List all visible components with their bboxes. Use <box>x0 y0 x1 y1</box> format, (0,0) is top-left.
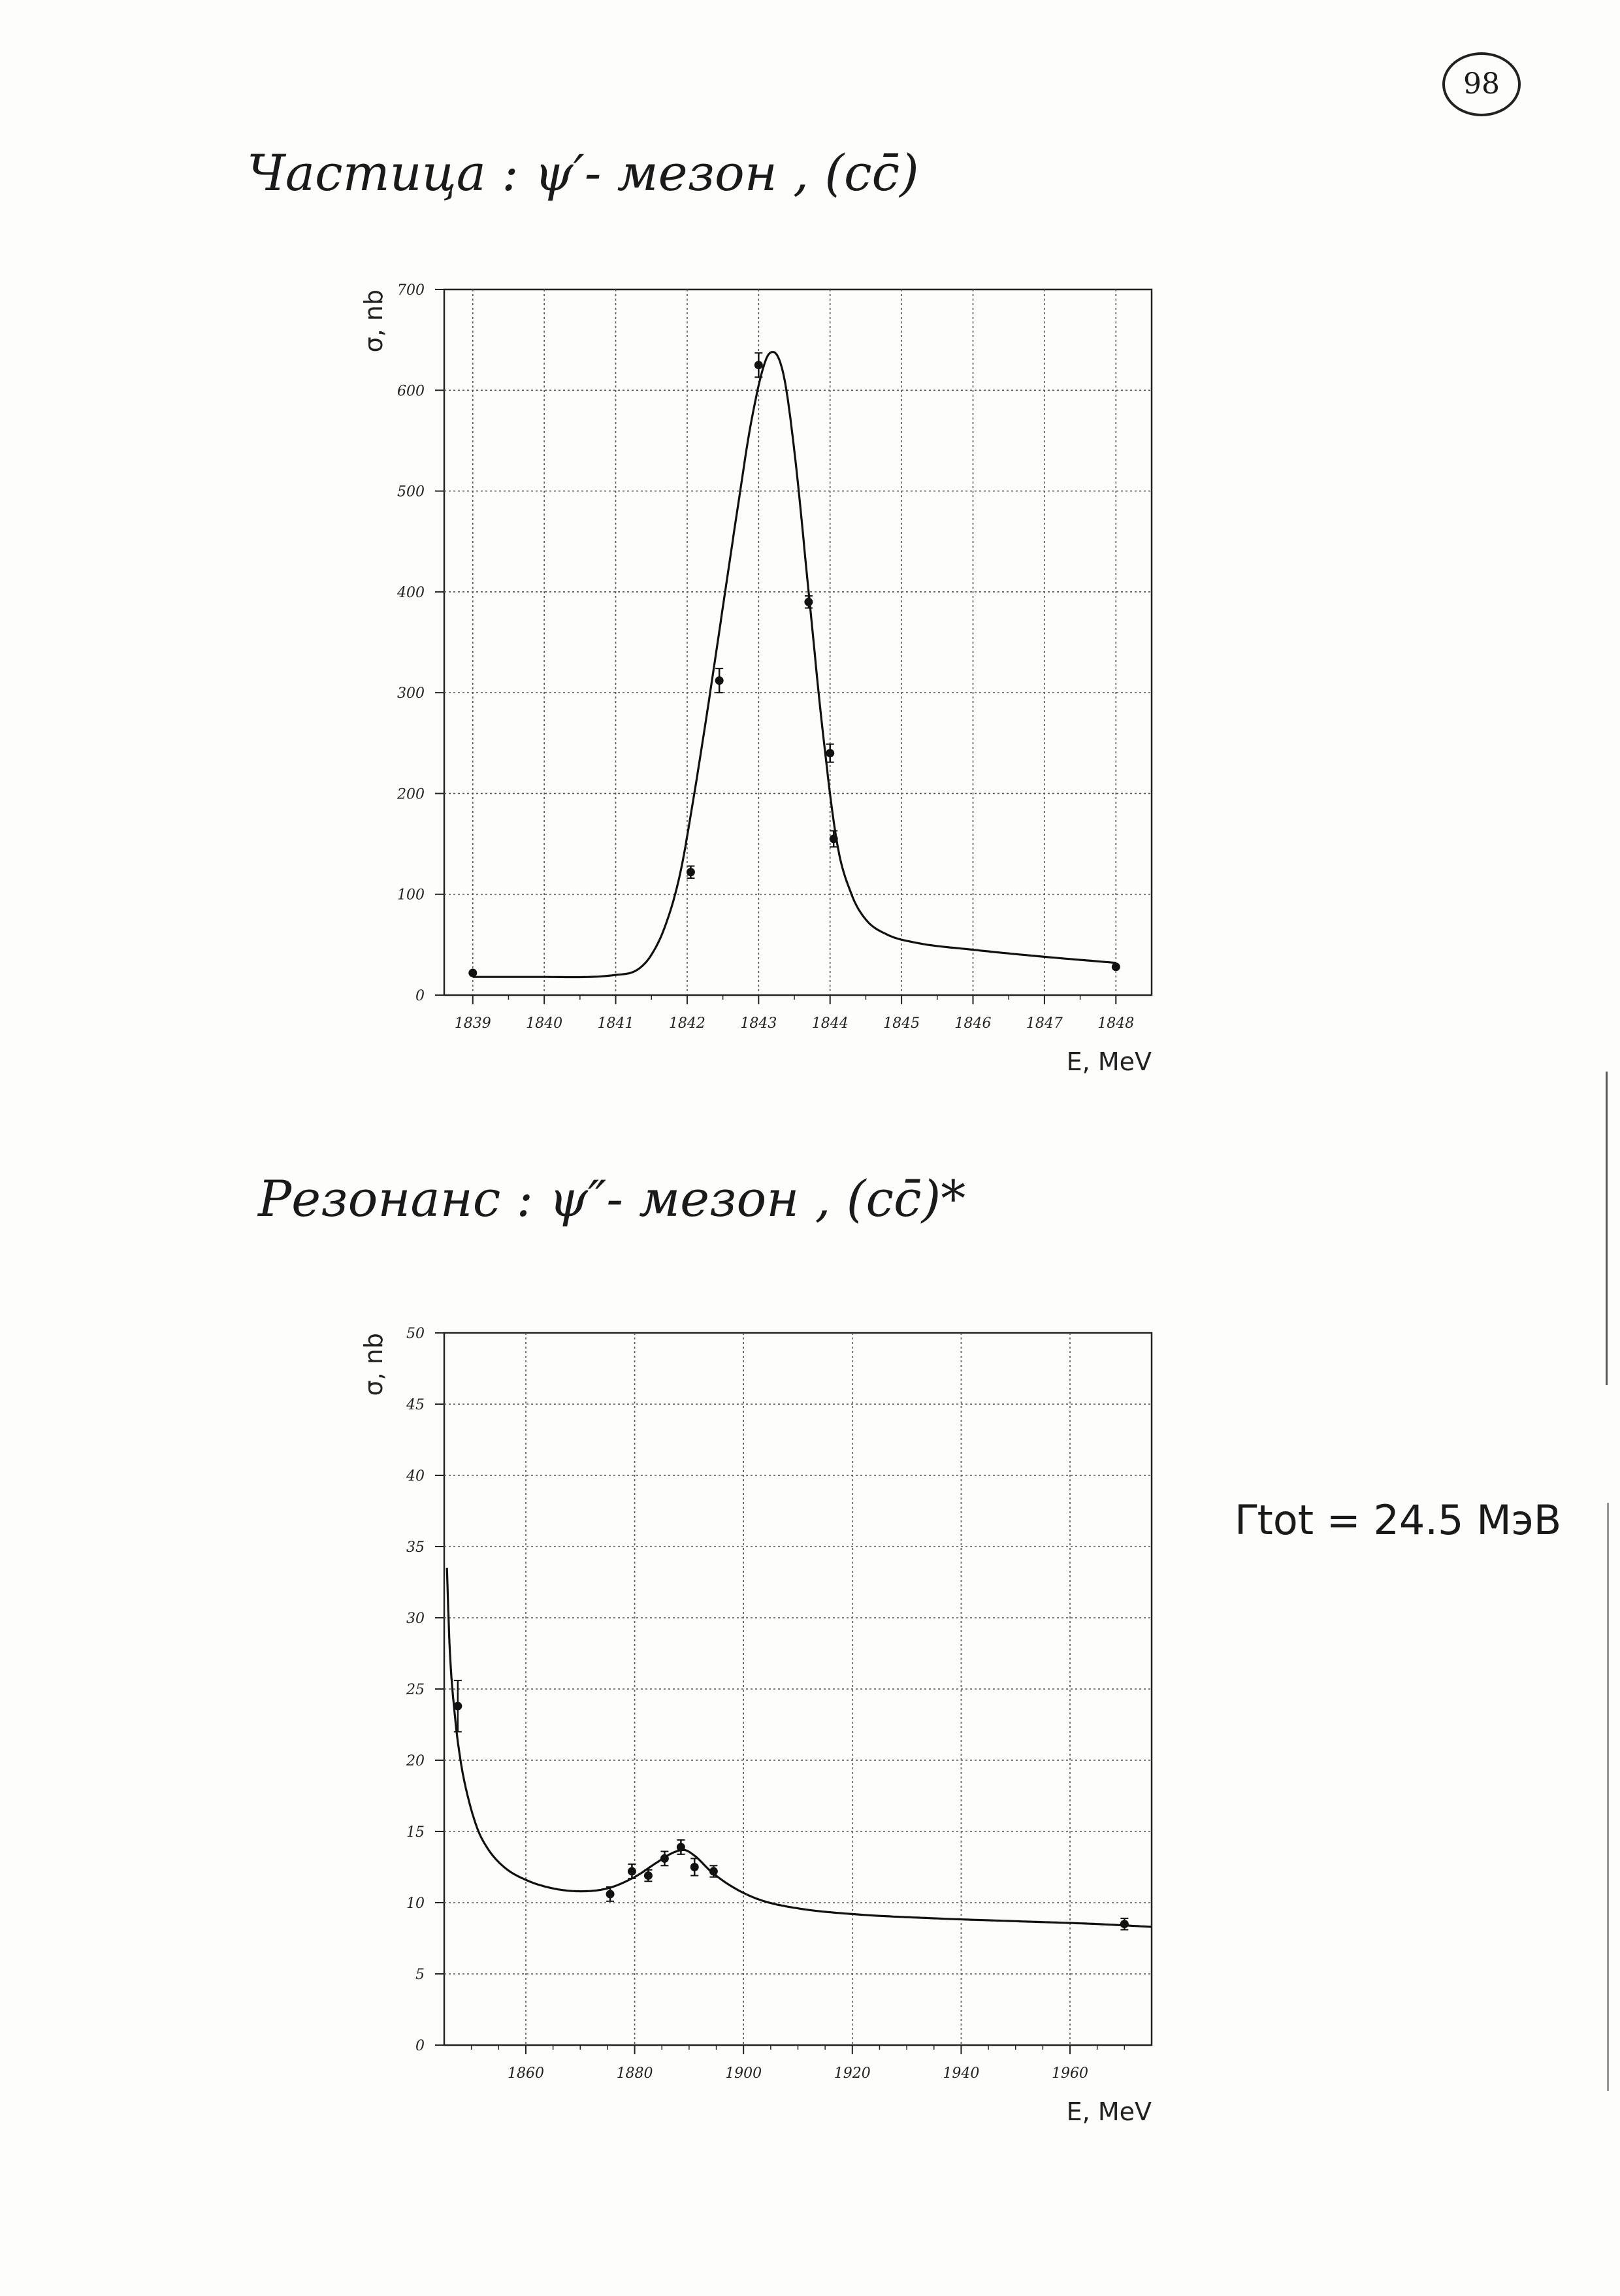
y-tick-label: 600 <box>397 383 425 399</box>
section-title-resonance: Резонанс : ψ″- мезон , (cc̄)* <box>258 1170 966 1228</box>
data-point <box>453 1701 462 1711</box>
y-tick-label: 100 <box>397 887 425 904</box>
y-axis-label: σ, nb <box>359 289 388 352</box>
x-tick-label: 1920 <box>834 2065 871 2082</box>
plot-frame <box>443 288 1153 996</box>
data-point <box>643 1871 653 1880</box>
page-edge-mark <box>1607 1503 1609 2091</box>
y-tick-label: 45 <box>406 1397 425 1413</box>
y-tick-label: 700 <box>397 282 425 299</box>
data-point <box>606 1890 615 1899</box>
x-tick-label: 1841 <box>598 1015 634 1032</box>
data-point <box>627 1867 636 1876</box>
y-tick-label: 200 <box>397 786 425 802</box>
data-point <box>709 1867 718 1876</box>
x-tick-label: 1900 <box>725 2065 762 2082</box>
x-tick-label: 1860 <box>508 2065 544 2082</box>
data-point <box>660 1854 669 1863</box>
x-tick-label: 1847 <box>1026 1015 1063 1032</box>
data-point <box>468 968 478 977</box>
y-tick-label: 30 <box>406 1611 425 1627</box>
x-tick-label: 1840 <box>526 1015 562 1032</box>
y-tick-label: 300 <box>397 685 425 702</box>
data-point <box>1120 1920 1129 1929</box>
x-tick-label: 1843 <box>740 1015 777 1032</box>
y-tick-label: 400 <box>397 585 425 601</box>
fit-curve <box>446 1567 1152 1928</box>
x-tick-label: 1940 <box>943 2065 979 2082</box>
x-tick-label: 1839 <box>455 1015 491 1032</box>
page-number: 98 <box>1442 52 1521 116</box>
data-point <box>804 597 813 606</box>
y-tick-label: 10 <box>406 1895 425 1912</box>
data-point <box>826 749 835 758</box>
page-edge-mark <box>1606 1072 1608 1385</box>
x-tick-label: 1960 <box>1052 2065 1088 2082</box>
y-tick-label: 50 <box>406 1326 425 1342</box>
y-tick-label: 25 <box>406 1682 425 1698</box>
data-point <box>690 1863 699 1871</box>
data-point <box>1111 962 1120 972</box>
data-point <box>686 868 695 877</box>
x-tick-label: 1848 <box>1097 1015 1134 1032</box>
section-title-particle: Частица : ψ′- мезон , (cc̄) <box>247 144 919 202</box>
data-point <box>715 676 724 685</box>
y-tick-label: 500 <box>397 484 425 500</box>
y-tick-label: 0 <box>415 988 425 1004</box>
x-tick-label: 1846 <box>955 1015 992 1032</box>
x-tick-label: 1844 <box>812 1015 849 1032</box>
y-tick-label: 35 <box>406 1539 425 1556</box>
y-tick-label: 40 <box>406 1468 425 1484</box>
y-tick-label: 15 <box>406 1824 425 1841</box>
x-tick-label: 1842 <box>669 1015 705 1032</box>
y-tick-label: 20 <box>406 1753 425 1769</box>
x-axis-label: E, MeV <box>1067 2097 1152 2126</box>
fit-curve <box>472 351 1116 979</box>
y-tick-label: 0 <box>415 2038 425 2054</box>
x-axis-label: E, MeV <box>1067 1047 1152 1076</box>
y-tick-label: 5 <box>415 1967 425 1983</box>
data-point <box>754 361 763 370</box>
y-axis-label: σ, nb <box>359 1333 388 1396</box>
data-point <box>829 834 838 844</box>
data-point <box>676 1843 685 1852</box>
x-tick-label: 1845 <box>883 1015 920 1032</box>
total-width-annotation: Γtot = 24.5 МэВ <box>1235 1496 1562 1544</box>
x-tick-label: 1880 <box>617 2065 653 2082</box>
